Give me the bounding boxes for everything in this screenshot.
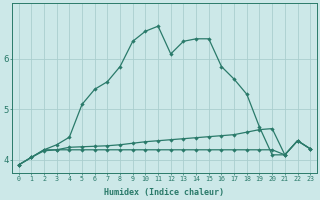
- X-axis label: Humidex (Indice chaleur): Humidex (Indice chaleur): [104, 188, 224, 197]
